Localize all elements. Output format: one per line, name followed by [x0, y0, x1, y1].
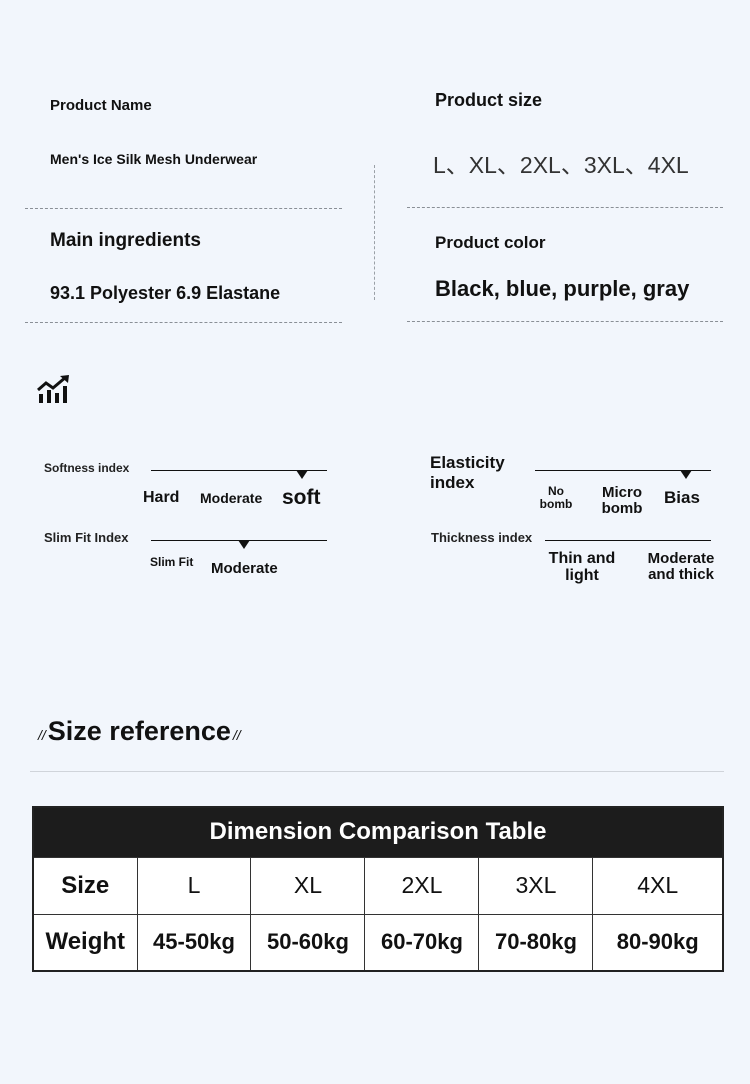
slim-fit-option: Slim Fit — [150, 555, 194, 569]
table-row: Size L XL 2XL 3XL 4XL — [32, 856, 724, 915]
divider — [374, 165, 375, 300]
size-reference-title: Size reference — [47, 716, 231, 746]
color-label: Product color — [435, 233, 546, 252]
table-cell: 4XL — [592, 856, 724, 915]
table-cell: 60-70kg — [364, 913, 480, 972]
elasticity-option: Bias — [664, 488, 700, 507]
size-table: Dimension Comparison Table Size L XL 2XL… — [32, 806, 724, 972]
softness-option: soft — [282, 486, 321, 509]
ingredients-value: 93.1 Polyester 6.9 Elastane — [50, 283, 281, 303]
slash-decoration-icon: // — [232, 727, 241, 743]
softness-scale — [151, 470, 327, 471]
elasticity-marker — [680, 470, 692, 479]
color-value: Black, blue, purple, gray — [435, 276, 690, 301]
product-name-label: Product Name — [50, 97, 152, 114]
product-size-label: Product size — [435, 90, 543, 110]
ingredients-label: Main ingredients — [50, 230, 201, 251]
softness-option: Hard — [143, 489, 180, 506]
divider — [25, 322, 342, 323]
softness-label: Softness index — [44, 461, 130, 475]
row-header: Size — [32, 856, 138, 915]
row-header: Weight — [32, 913, 138, 972]
divider — [30, 771, 724, 772]
thickness-option: Moderate and thick — [647, 550, 715, 583]
thickness-option: Thin and light — [548, 550, 616, 584]
table-cell: 45-50kg — [136, 913, 252, 972]
elasticity-scale — [535, 470, 711, 471]
table-row: Weight 45-50kg 50-60kg 60-70kg 70-80kg 8… — [32, 913, 724, 972]
elasticity-option: No bomb — [539, 484, 573, 511]
table-cell: XL — [250, 856, 366, 915]
slash-decoration-icon: // — [38, 727, 46, 743]
elasticity-option: Micro bomb — [601, 484, 643, 517]
size-reference-heading: // Size reference // — [38, 716, 241, 747]
elasticity-label: Elasticity index — [430, 453, 505, 493]
softness-option: Moderate — [200, 490, 263, 506]
table-cell: L — [136, 856, 252, 915]
table-cell: 50-60kg — [250, 913, 366, 972]
thickness-scale — [545, 540, 711, 541]
divider — [407, 321, 723, 322]
slim-fit-option: Moderate — [211, 560, 278, 577]
slim-fit-label: Slim Fit Index — [44, 530, 129, 545]
table-cell: 2XL — [364, 856, 480, 915]
product-size-value: L、XL、2XL、3XL、4XL — [433, 152, 689, 178]
divider — [25, 208, 342, 209]
thickness-label: Thickness index — [431, 530, 533, 545]
table-cell: 3XL — [478, 856, 594, 915]
slim-fit-marker — [238, 540, 250, 549]
divider — [407, 207, 723, 208]
table-cell: 70-80kg — [478, 913, 594, 972]
trending-up-bars-icon — [37, 375, 69, 403]
product-name-value: Men's Ice Silk Mesh Underwear — [50, 151, 258, 167]
table-title: Dimension Comparison Table — [33, 807, 723, 857]
softness-marker — [296, 470, 308, 479]
table-cell: 80-90kg — [592, 913, 724, 972]
